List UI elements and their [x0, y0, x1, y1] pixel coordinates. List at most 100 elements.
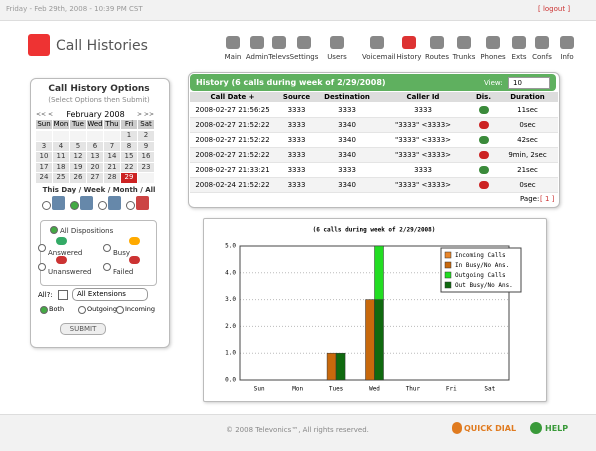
- disp-label[interactable]: Failed: [113, 268, 134, 276]
- cal-day[interactable]: 9: [138, 141, 154, 151]
- cal-day[interactable]: 23: [138, 162, 154, 172]
- cal-day[interactable]: 26: [70, 173, 86, 183]
- cal-day[interactable]: 13: [87, 152, 103, 162]
- nav-icon[interactable]: [226, 36, 240, 49]
- cal-day[interactable]: 15: [121, 152, 137, 162]
- cell: 3340: [338, 181, 356, 189]
- disp-radio[interactable]: [50, 226, 58, 234]
- range-icon: [108, 196, 121, 210]
- view-select[interactable]: 10: [508, 77, 550, 89]
- cal-month: February 2008: [66, 110, 125, 119]
- nav-label[interactable]: Info: [560, 53, 574, 61]
- nav-icon[interactable]: [512, 36, 526, 49]
- nav-label[interactable]: Trunks: [452, 53, 476, 61]
- range-radio[interactable]: [42, 201, 51, 210]
- cell: 0sec: [519, 121, 536, 129]
- cal-day[interactable]: 27: [87, 173, 103, 183]
- dir-label[interactable]: Outgoing: [87, 305, 117, 313]
- cal-day-name: Wed: [87, 120, 103, 129]
- cal-day[interactable]: 29: [121, 173, 137, 183]
- help[interactable]: HELP: [545, 424, 569, 433]
- nav-icon[interactable]: [297, 36, 311, 49]
- nav-icon[interactable]: [430, 36, 444, 49]
- dir-label[interactable]: Both: [49, 305, 65, 313]
- cal-prev[interactable]: << <: [36, 111, 53, 118]
- dir-radio[interactable]: [116, 306, 124, 314]
- nav-label[interactable]: Confs: [532, 53, 552, 61]
- cal-day[interactable]: 20: [87, 162, 103, 172]
- cal-day[interactable]: 6: [87, 141, 103, 151]
- disposition-box: [40, 220, 157, 286]
- nav-label[interactable]: History: [396, 53, 422, 61]
- disp-radio[interactable]: [38, 263, 46, 271]
- cal-day[interactable]: 10: [36, 152, 52, 162]
- disp-label[interactable]: Busy: [113, 249, 131, 257]
- range-radio[interactable]: [98, 201, 107, 210]
- quick-dial[interactable]: QUICK DIAL: [464, 424, 517, 433]
- page-link[interactable]: [ 1 ]: [540, 195, 555, 203]
- nav-label[interactable]: Voicemail: [362, 53, 396, 61]
- cal-day[interactable]: 24: [36, 173, 52, 183]
- cal-day[interactable]: 19: [70, 162, 86, 172]
- cal-day[interactable]: 11: [53, 152, 69, 162]
- cell: 2008-02-27 21:56:25: [195, 106, 270, 114]
- cal-day[interactable]: 8: [121, 141, 137, 151]
- dir-radio[interactable]: [78, 306, 86, 314]
- cal-day[interactable]: 25: [53, 173, 69, 183]
- nav-icon[interactable]: [272, 36, 286, 49]
- disp-label[interactable]: Unanswered: [48, 268, 92, 276]
- disp-label[interactable]: Answered: [48, 249, 83, 257]
- cal-day[interactable]: 22: [121, 162, 137, 172]
- nav-label[interactable]: Users: [327, 53, 347, 61]
- cal-day[interactable]: 18: [53, 162, 69, 172]
- cell: 3340: [338, 136, 356, 144]
- nav-label[interactable]: Main: [224, 53, 242, 61]
- cal-day[interactable]: 2: [138, 131, 154, 141]
- cal-day[interactable]: 12: [70, 152, 86, 162]
- nav-icon[interactable]: [330, 36, 344, 49]
- logo-icon: [28, 34, 50, 56]
- submit-button[interactable]: SUBMIT: [60, 323, 106, 335]
- nav-icon[interactable]: [535, 36, 549, 49]
- range-radio[interactable]: [126, 201, 135, 210]
- cal-day[interactable]: 28: [104, 173, 120, 183]
- dir-label[interactable]: Incoming: [125, 305, 155, 313]
- nav-icon[interactable]: [402, 36, 416, 49]
- cal-day[interactable]: 21: [104, 162, 120, 172]
- disp-label[interactable]: All Dispositions: [60, 227, 114, 235]
- cell: 3333: [414, 166, 432, 174]
- nav-icon[interactable]: [486, 36, 500, 49]
- nav-label[interactable]: Settings: [289, 53, 319, 61]
- logout[interactable]: [ logout ]: [538, 5, 571, 13]
- cal-day[interactable]: 7: [104, 141, 120, 151]
- cal-next[interactable]: > >>: [137, 111, 154, 118]
- nav-icon[interactable]: [560, 36, 574, 49]
- cal-day[interactable]: 16: [138, 152, 154, 162]
- cell: 3333: [287, 106, 306, 114]
- cal-day[interactable]: 3: [36, 141, 52, 151]
- cal-day[interactable]: 17: [36, 162, 52, 172]
- disp-radio[interactable]: [103, 263, 111, 271]
- all-checkbox[interactable]: [58, 290, 68, 300]
- range-radio[interactable]: [70, 201, 79, 210]
- cal-day[interactable]: 4: [53, 141, 69, 151]
- disp-radio[interactable]: [38, 244, 46, 252]
- nav-icon[interactable]: [457, 36, 471, 49]
- cal-day[interactable]: 5: [70, 141, 86, 151]
- cal-day[interactable]: 1: [121, 131, 137, 141]
- nav-label[interactable]: Admin: [245, 53, 269, 61]
- dir-radio[interactable]: [40, 306, 48, 314]
- nav-label[interactable]: Televs: [268, 53, 290, 61]
- nav-icon[interactable]: [250, 36, 264, 49]
- nav-label[interactable]: Phones: [480, 53, 506, 61]
- cal-day-name: Sun: [36, 120, 52, 129]
- nav-icon[interactable]: [370, 36, 384, 49]
- nav-label[interactable]: Routes: [425, 53, 449, 61]
- footer: [0, 414, 596, 451]
- cal-day[interactable]: 14: [104, 152, 120, 162]
- cell: 3333: [338, 106, 356, 114]
- extension-select[interactable]: All Extensions: [72, 288, 148, 301]
- disp-radio[interactable]: [103, 244, 111, 252]
- col-header[interactable]: Call Date +: [190, 92, 276, 102]
- nav-label[interactable]: Exts: [511, 53, 527, 61]
